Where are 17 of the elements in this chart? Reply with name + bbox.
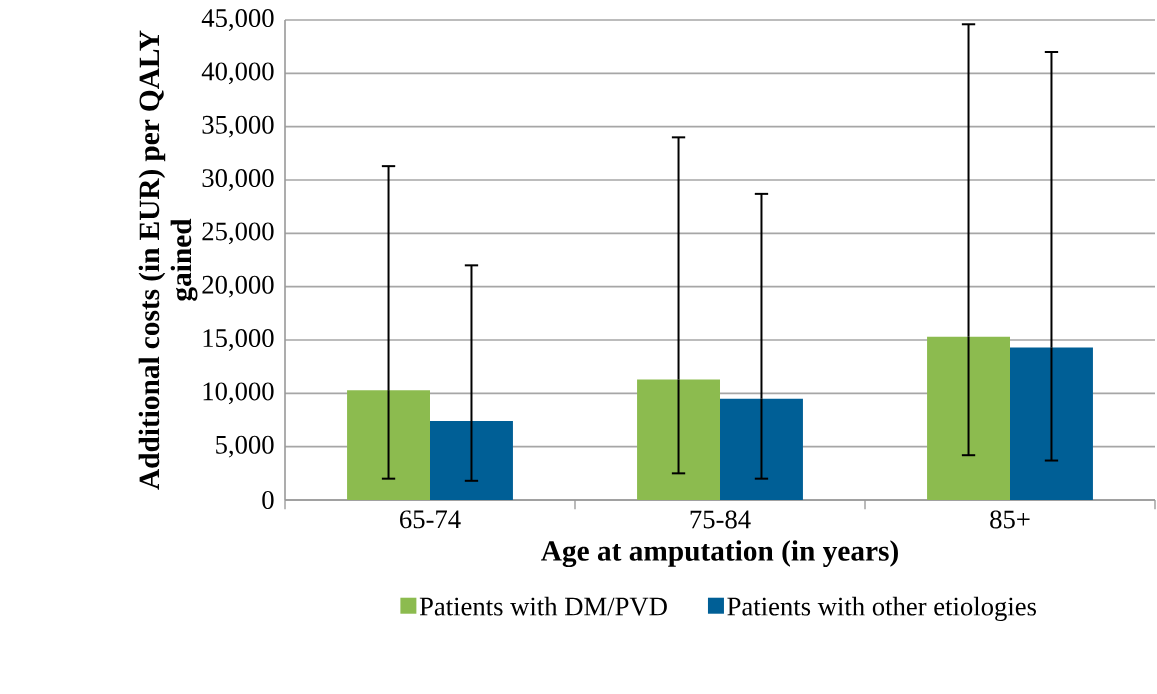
y-tick-label: 15,000 [203,329,274,351]
y-tick-label: 20,000 [202,275,274,298]
y-tick-label: 5,000 [216,435,274,458]
x-axis-title: Age at amputation (in years) [541,540,898,568]
y-tick-label: 10,000 [203,382,274,405]
x-tick-label: 85+ [990,510,1030,529]
y-tick-label: 30,000 [202,169,274,191]
y-tick-label: 45,000 [201,9,274,31]
legend-label: Patients with other etiologies [727,596,1036,622]
y-tick-label: 35,000 [202,115,274,138]
x-tick-label: 65-74 [400,510,461,529]
x-tick-label: 75-84 [690,510,751,529]
y-tick-label: 40,000 [201,62,274,85]
y-axis-title: Additional costs (in EUR) per QALY gained [138,30,198,490]
y-tick-label: 0 [262,491,274,509]
y-tick-label: 25,000 [202,222,274,245]
legend-label: Patients with DM/PVD [419,596,667,616]
